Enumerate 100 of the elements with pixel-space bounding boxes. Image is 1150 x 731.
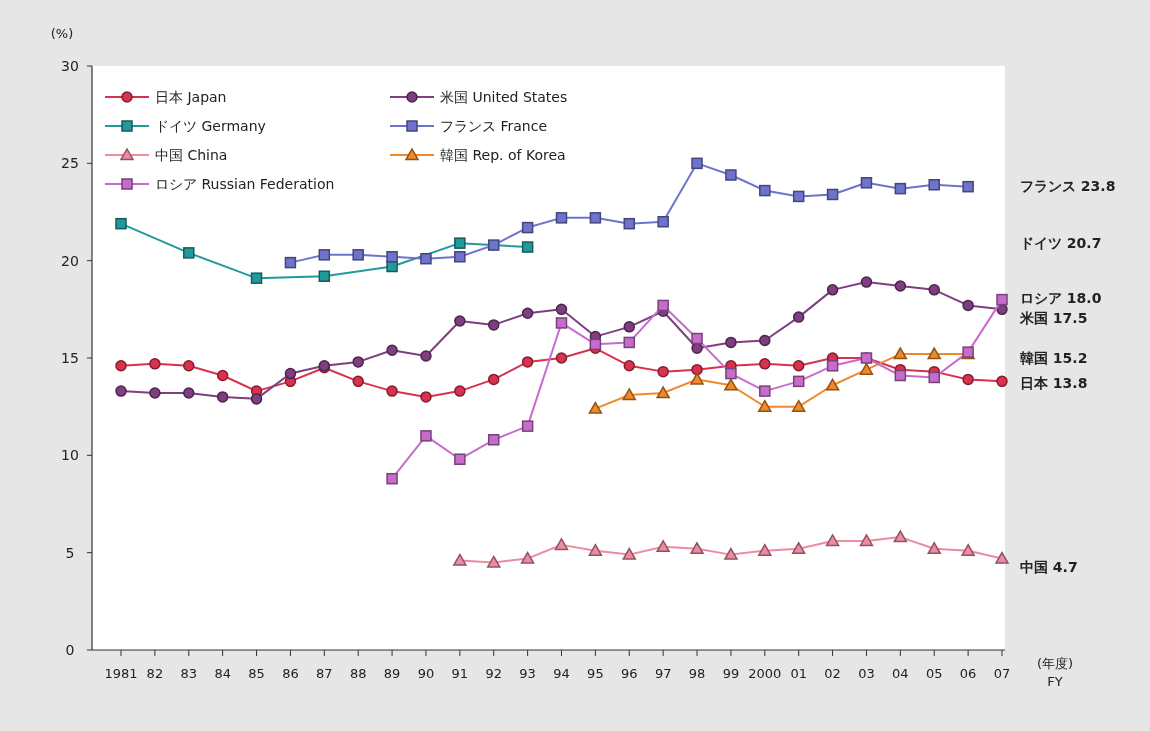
point [691,157,703,170]
point [589,212,602,224]
point [995,551,1009,564]
point [149,358,161,370]
x-tick-label: 82 [146,666,164,681]
x-tick-label: 06 [959,666,977,681]
x-tick-label: 03 [858,666,875,681]
point [216,369,229,382]
legend-label: 米国 United States [440,89,568,105]
point [657,365,669,378]
point [962,373,974,386]
point [352,375,364,388]
y-tick-label: 0 [65,642,75,658]
point [453,553,467,566]
point [521,307,534,319]
point [521,356,534,368]
point [825,534,840,547]
point [487,434,500,446]
point [724,378,738,391]
point [759,358,771,370]
x-tick-label: 87 [316,666,333,681]
point [758,543,772,556]
point [183,360,195,372]
point [724,547,738,560]
point [183,387,195,399]
point [657,215,669,228]
point [420,252,432,265]
point [927,347,941,360]
legend-label: 韓国 Rep. of Korea [440,147,566,163]
point [250,272,263,284]
x-tick-label: 04 [892,666,909,681]
point [691,332,703,345]
point [622,388,637,401]
point [183,247,195,259]
x-tick-label: 91 [451,666,469,681]
point [420,391,432,403]
point [623,217,636,230]
point [555,352,568,364]
y-tick-label: 15 [61,350,79,366]
point [555,303,568,316]
point [656,540,670,553]
point [996,293,1008,306]
x-tick-label: 01 [790,666,807,681]
x-tick-label: 1981 [104,666,138,681]
point [487,373,500,386]
legend-label: ドイツ Germany [155,118,266,134]
point [386,385,398,397]
x-tick-label: 89 [383,666,401,681]
point [554,538,569,551]
point [454,315,466,327]
point [115,385,127,397]
y-tick-label: 25 [61,155,79,172]
x-tick-label: 88 [349,666,367,681]
x-tick-label: 95 [587,666,604,681]
point [791,542,806,555]
point [149,387,161,399]
point [825,378,840,391]
x-tick-label: 97 [654,666,672,681]
legend-label: 日本 Japan [155,89,227,105]
point [826,284,839,296]
point [454,251,466,263]
point [792,311,805,323]
point [893,530,908,543]
legend-label: 中国 China [155,147,228,163]
x-tick-label: 99 [722,666,740,681]
point [657,299,669,312]
point [352,356,364,368]
point [928,179,940,191]
x-tick-label: 05 [925,666,943,681]
y-tick-label: 10 [61,447,79,464]
point [521,221,534,234]
point [725,169,737,181]
point [623,336,636,349]
point [859,534,874,547]
x-tick-label: 2000 [748,666,782,681]
x-tick-label: 85 [248,666,265,681]
point [487,319,500,331]
point [962,299,974,312]
point [589,338,602,351]
point [454,385,466,397]
point [521,420,534,432]
y-tick-label: 5 [65,544,75,561]
point [894,280,907,292]
x-tick-label: 92 [485,666,502,681]
x-tick-label: 94 [553,666,570,681]
point [588,401,603,414]
point [725,336,737,349]
point [791,399,806,412]
point [284,256,297,269]
point [962,180,974,193]
point [758,399,772,412]
point [521,241,534,253]
point [894,369,907,382]
point [928,371,940,384]
point [555,212,568,224]
point [318,249,331,261]
point [826,360,839,372]
point [623,360,636,372]
annotations: フランス 23.8 ドイツ 20.7 ロシア 18.0 米国 17.5 韓国 15.2 日本 13.8 中国 4.7 [1020,178,1116,575]
point [250,393,263,405]
